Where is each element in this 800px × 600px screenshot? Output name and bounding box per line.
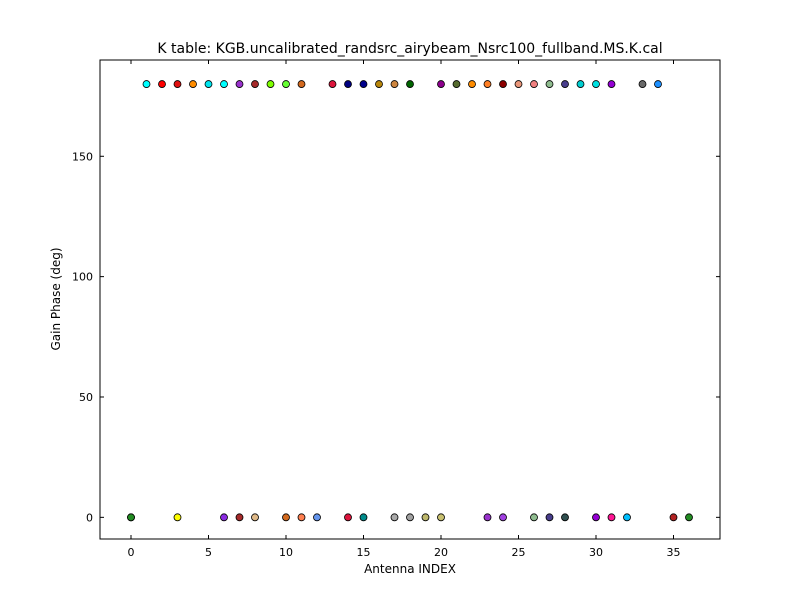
data-point: [220, 80, 228, 88]
data-point: [235, 513, 244, 522]
data-point: [251, 513, 259, 522]
data-point: [406, 80, 414, 88]
y-tick-label: 0: [86, 511, 93, 524]
data-point: [173, 80, 182, 88]
data-point: [561, 80, 569, 88]
data-point: [685, 513, 693, 522]
data-point: [592, 513, 600, 522]
y-tick-label: 150: [72, 150, 93, 163]
x-tick-label: 35: [667, 546, 681, 559]
data-point: [282, 80, 290, 88]
data-point: [499, 80, 507, 88]
data-point: [530, 513, 538, 522]
data-point: [669, 513, 678, 522]
data-point: [173, 513, 182, 522]
y-tick-label: 100: [72, 271, 93, 284]
plot-area-frame: [99, 59, 721, 540]
data-point: [158, 80, 166, 88]
data-point: [499, 513, 507, 522]
data-point: [483, 80, 492, 88]
data-point: [189, 80, 197, 88]
data-point: [359, 80, 368, 88]
data-point: [545, 513, 554, 522]
data-point: [282, 513, 290, 522]
data-point: [514, 80, 523, 88]
data-point: [530, 80, 538, 88]
data-point: [654, 80, 662, 88]
x-axis-label: Antenna INDEX: [364, 562, 456, 576]
data-point: [390, 80, 399, 88]
data-point: [235, 80, 244, 88]
data-point: [483, 513, 492, 522]
data-point: [437, 80, 445, 88]
x-tick-label: 20: [434, 546, 448, 559]
data-point: [437, 513, 445, 522]
data-point: [328, 80, 337, 88]
data-point: [344, 513, 352, 522]
x-tick-label: 5: [205, 546, 212, 559]
data-point: [406, 513, 414, 522]
data-point: [576, 80, 585, 88]
x-tick-label: 0: [128, 546, 135, 559]
data-point: [313, 513, 321, 522]
data-points: [127, 80, 693, 522]
data-point: [390, 513, 399, 522]
data-point: [638, 80, 647, 88]
data-point: [607, 513, 616, 522]
data-point: [607, 80, 616, 88]
data-point: [297, 80, 306, 88]
x-tick-label: 30: [589, 546, 603, 559]
data-point: [297, 513, 306, 522]
data-point: [421, 513, 430, 522]
data-point: [142, 80, 151, 88]
axis-ticks: 0 5 10 15 20 25 30 35 0 50 100 150: [72, 60, 720, 559]
data-point: [359, 513, 368, 522]
data-point: [220, 513, 228, 522]
x-tick-label: 25: [512, 546, 526, 559]
data-point: [545, 80, 554, 88]
data-point: [452, 80, 461, 88]
data-point: [592, 80, 600, 88]
x-tick-label: 10: [279, 546, 293, 559]
x-tick-label: 15: [357, 546, 371, 559]
data-point: [623, 513, 631, 522]
y-axis-label: Gain Phase (deg): [49, 247, 63, 350]
chart-title: K table: KGB.uncalibrated_randsrc_airybe…: [157, 41, 662, 57]
data-point: [251, 80, 259, 88]
y-tick-label: 50: [79, 391, 93, 404]
data-point: [468, 80, 476, 88]
data-point: [127, 513, 135, 522]
data-point: [375, 80, 383, 88]
data-point: [266, 80, 275, 88]
data-point: [561, 513, 569, 522]
data-point: [344, 80, 352, 88]
data-point: [204, 80, 213, 88]
